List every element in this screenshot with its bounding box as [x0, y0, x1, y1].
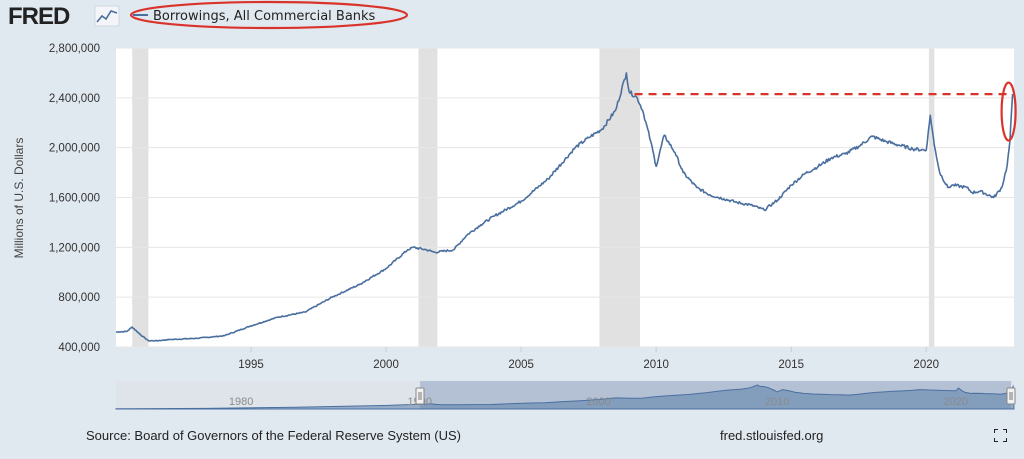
- y-tick-label: 2,400,000: [49, 93, 100, 105]
- x-axis: 1995 2000 2005 2010 2015 2020: [238, 347, 939, 371]
- latest-value-highlight-ellipse: [1000, 81, 1017, 142]
- y-axis-title: Millions of U.S. Dollars: [12, 138, 26, 259]
- fred-logo[interactable]: FRED: [8, 3, 71, 30]
- source-note: Source: Board of Governors of the Federa…: [86, 428, 461, 443]
- y-tick-label: 2,800,000: [49, 43, 100, 55]
- y-tick-label: 800,000: [58, 292, 100, 304]
- fred-graph-icon: [94, 5, 120, 27]
- navigator-handle-right[interactable]: [1006, 387, 1016, 405]
- x-tick-label: 1995: [238, 359, 264, 371]
- navigator-tick-label: 2000: [586, 396, 610, 408]
- legend-highlight-ellipse: [129, 0, 409, 30]
- fullscreen-icon[interactable]: [994, 429, 1007, 442]
- x-tick-label: 2020: [913, 359, 939, 371]
- x-tick-label: 2010: [643, 359, 669, 371]
- series-line: [115, 72, 1014, 342]
- x-tick-label: 2000: [373, 359, 399, 371]
- navigator-tick-label: 2020: [944, 396, 968, 408]
- y-tick-label: 1,200,000: [49, 242, 100, 254]
- y-axis: 400,000 800,000 1,200,000 1,600,000 2,000,00…: [49, 43, 100, 354]
- site-link[interactable]: fred.stlouisfed.org: [720, 428, 824, 443]
- navigator-tick-label: 1980: [229, 396, 253, 408]
- navigator-tick-label: 2010: [765, 396, 789, 408]
- range-navigator[interactable]: 19801990200020102020: [115, 381, 1016, 410]
- x-tick-label: 2005: [508, 359, 534, 371]
- navigator-series-area: [115, 384, 1015, 410]
- x-tick-label: 2015: [778, 359, 804, 371]
- y-tick-label: 400,000: [58, 342, 100, 354]
- grid-lines: [116, 47, 1014, 348]
- navigator-handle-left[interactable]: [415, 387, 425, 405]
- y-tick-label: 2,000,000: [49, 143, 100, 155]
- y-tick-label: 1,600,000: [49, 193, 100, 205]
- legend-item[interactable]: Borrowings, All Commercial Banks: [133, 9, 376, 24]
- legend-label: Borrowings, All Commercial Banks: [153, 9, 376, 24]
